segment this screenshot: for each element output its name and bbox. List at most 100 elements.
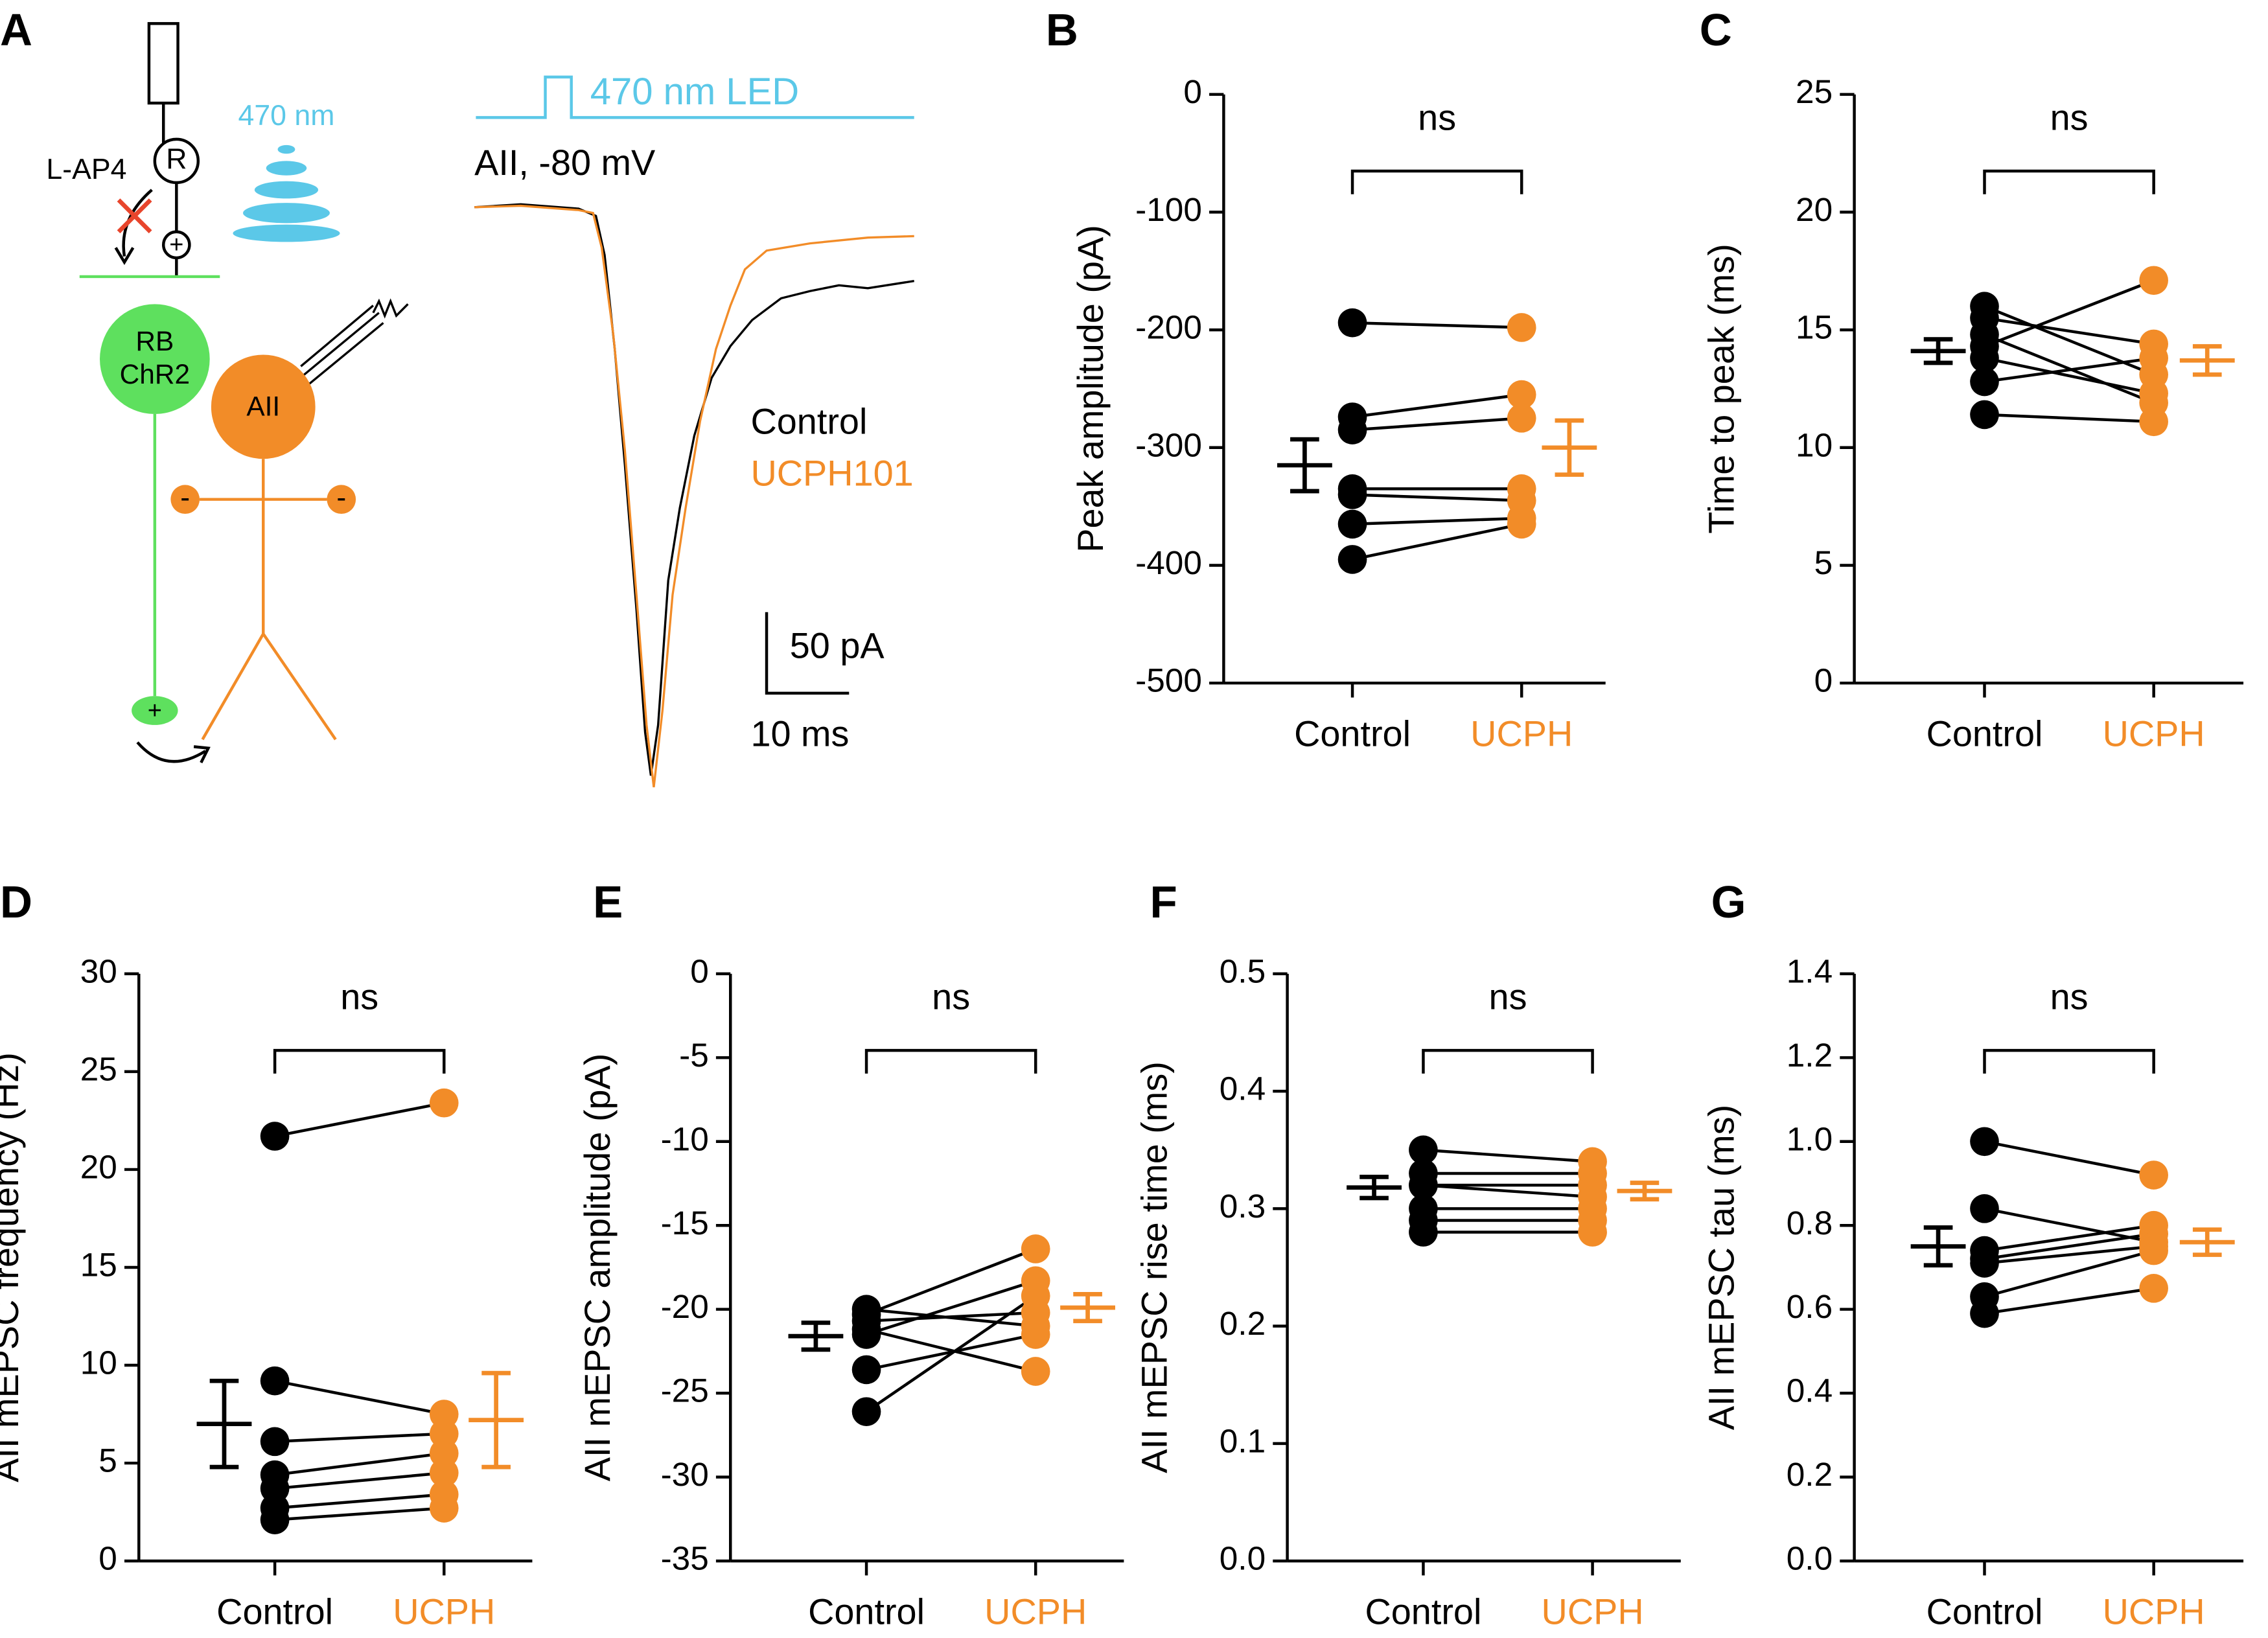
- x-tick-label: UCPH: [1542, 1591, 1644, 1632]
- data-point: [1578, 1217, 1607, 1247]
- y-tick-label: 15: [1796, 309, 1833, 346]
- panel-a: A R + L-AP4 470 nm RB ChR2 + AII - -: [0, 5, 914, 788]
- pair-line: [1352, 516, 1522, 526]
- y-tick-label: -10: [661, 1120, 709, 1157]
- y-tick-label: 0.0: [1220, 1540, 1266, 1577]
- y-tick-label: 0.6: [1787, 1288, 1833, 1325]
- data-point: [260, 1427, 290, 1457]
- control-trace: [474, 203, 914, 776]
- significance-label: ns: [1489, 976, 1527, 1017]
- chart-panel: G 0.0 0.2 0.4 0.6 0.8 1.0 1.2 1.4 AII mEPSC tau (…: [1700, 877, 2244, 1632]
- y-tick-label: -30: [661, 1456, 709, 1493]
- gap-junction: [327, 485, 356, 514]
- data-point: [260, 1366, 290, 1396]
- pair-line: [274, 1493, 445, 1510]
- data-point: [1507, 313, 1536, 342]
- y-tick-label: 0.4: [1787, 1372, 1833, 1409]
- data-point: [1970, 1127, 1999, 1157]
- pair-line: [1984, 1249, 2155, 1298]
- receptor-label: R: [166, 143, 187, 175]
- data-point: [1021, 1281, 1050, 1311]
- data-point: [1970, 1194, 1999, 1223]
- data-point: [260, 1505, 290, 1534]
- significance-label: ns: [340, 976, 378, 1017]
- x-tick-label: Control: [808, 1591, 925, 1632]
- panel-letter: F: [1150, 877, 1177, 927]
- data-point: [1507, 380, 1536, 410]
- y-tick-label: 0.1: [1220, 1422, 1266, 1459]
- y-tick-label: 0.0: [1787, 1540, 1833, 1577]
- panel-letter: D: [0, 877, 32, 927]
- data-point: [1970, 1298, 1999, 1328]
- y-axis-label: AII mEPSC frequency (Hz): [0, 1052, 26, 1482]
- chart-panel: E 0 -5 -10 -15 -20 -25 -30 -35 AII mEPSC amplitud…: [577, 877, 1124, 1632]
- x-tick-label: UCPH: [984, 1591, 1087, 1632]
- y-tick-label: -400: [1135, 544, 1202, 581]
- pair-line: [1423, 1148, 1593, 1164]
- x-tick-label: Control: [1365, 1591, 1481, 1632]
- data-point: [1337, 480, 1367, 509]
- y-tick-label: 10: [1796, 426, 1833, 463]
- panel-letter: C: [1700, 5, 1732, 55]
- y-axis-label: AII mEPSC amplitude (pA): [577, 1054, 618, 1482]
- data-point: [2139, 378, 2168, 408]
- significance-bracket: [273, 1048, 446, 1074]
- pair-line: [1984, 1140, 2155, 1177]
- data-point: [429, 1458, 459, 1488]
- y-tick-label: 20: [80, 1148, 117, 1185]
- minus-sign: -: [180, 481, 190, 513]
- pair-line: [1984, 356, 2155, 395]
- significance-bracket: [1422, 1048, 1594, 1074]
- aii-label: AII: [246, 391, 280, 421]
- y-tick-label: 0.2: [1787, 1456, 1833, 1493]
- data-point: [1409, 1217, 1438, 1247]
- data-point: [260, 1122, 290, 1151]
- y-tick-label: 0.5: [1220, 952, 1266, 989]
- panel-letter: E: [593, 877, 623, 927]
- data-point: [1970, 400, 1999, 430]
- pair-line: [1984, 316, 2154, 346]
- y-tick-label: 10: [80, 1344, 117, 1381]
- data-point: [1409, 1170, 1438, 1200]
- y-tick-label: 5: [1814, 544, 1833, 581]
- pair-line: [1352, 417, 1522, 432]
- data-point: [1337, 509, 1367, 539]
- data-point: [1021, 1320, 1050, 1349]
- data-point: [2139, 1236, 2168, 1265]
- y-tick-label: 30: [80, 952, 117, 989]
- data-point: [851, 1397, 881, 1426]
- pair-line: [1423, 1183, 1593, 1199]
- y-tick-label: -100: [1135, 191, 1202, 228]
- y-tick-label: -300: [1135, 426, 1202, 463]
- data-point: [1970, 1249, 1999, 1278]
- y-tick-label: 5: [98, 1442, 117, 1479]
- scale-bar: [765, 612, 850, 695]
- pair-line: [1984, 413, 2154, 424]
- chart-panel: B 0 -100 -200 -300 -400 -500 Peak amplitude (pA…: [1046, 5, 1606, 754]
- y-tick-label: 1.2: [1787, 1037, 1833, 1074]
- drug-label: L-AP4: [46, 154, 126, 185]
- data-point: [851, 1355, 881, 1385]
- x-tick-label: UCPH: [1470, 713, 1573, 754]
- y-axis-label: Time to peak (ms): [1700, 244, 1741, 533]
- y-tick-label: 0.8: [1787, 1205, 1833, 1241]
- x-tick-label: UCPH: [2103, 713, 2205, 754]
- significance-label: ns: [1418, 97, 1456, 138]
- significance-bracket: [1983, 1048, 2155, 1074]
- chart-panel: F 0.0 0.1 0.2 0.3 0.4 0.5 AII mEPSC rise time (…: [1133, 877, 1681, 1632]
- data-point: [1970, 343, 1999, 373]
- pair-line: [1984, 356, 2154, 384]
- pair-line: [1984, 1245, 2154, 1265]
- recording-label: AII, -80 mV: [474, 142, 655, 183]
- significance-label: ns: [932, 976, 970, 1017]
- pair-line: [1984, 1287, 2154, 1315]
- y-tick-label: -35: [661, 1540, 709, 1577]
- ucph-trace: [474, 204, 914, 788]
- significance-bracket: [1983, 169, 2155, 194]
- panel-letter: G: [1711, 877, 1746, 927]
- rb-bouton: [132, 696, 178, 725]
- panel-letter: B: [1046, 5, 1078, 55]
- x-tick-label: Control: [1927, 713, 2043, 754]
